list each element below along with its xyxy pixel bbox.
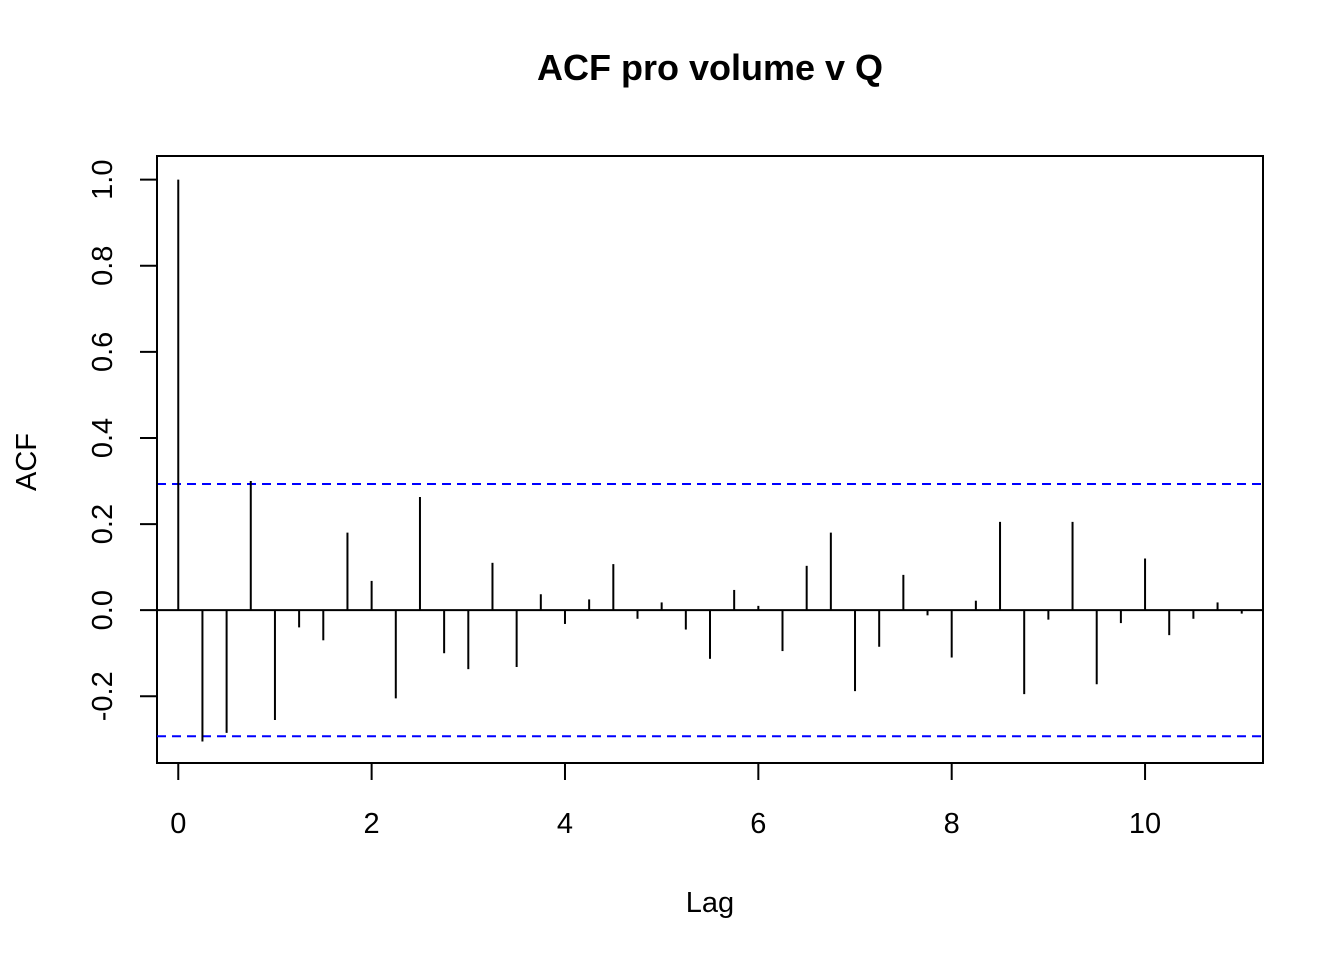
y-axis-label: ACF	[11, 433, 43, 491]
x-tick-label-5: 10	[1129, 808, 1161, 840]
x-axis-label: Lag	[686, 887, 734, 919]
plot-area: 0 2 4 6 8 10 -0.2 0.0 0.2 0.4 0.6 0.8 1.0	[87, 155, 1264, 840]
x-tick-label-1: 2	[364, 808, 380, 840]
y-tick-label-1: 0.0	[87, 590, 119, 630]
x-tick-label-2: 4	[557, 808, 573, 840]
x-tick-label-4: 8	[944, 808, 960, 840]
x-tick-label-3: 6	[750, 808, 766, 840]
y-tick-label-3: 0.4	[87, 418, 119, 458]
y-tick-label-6: 1.0	[87, 160, 119, 200]
y-tick-label-2: 0.2	[87, 504, 119, 544]
chart-title: ACF pro volume v Q	[537, 47, 883, 88]
y-tick-label-5: 0.8	[87, 246, 119, 286]
x-tick-label-0: 0	[170, 808, 186, 840]
y-tick-label-0: -0.2	[87, 671, 119, 721]
y-tick-label-4: 0.6	[87, 332, 119, 372]
